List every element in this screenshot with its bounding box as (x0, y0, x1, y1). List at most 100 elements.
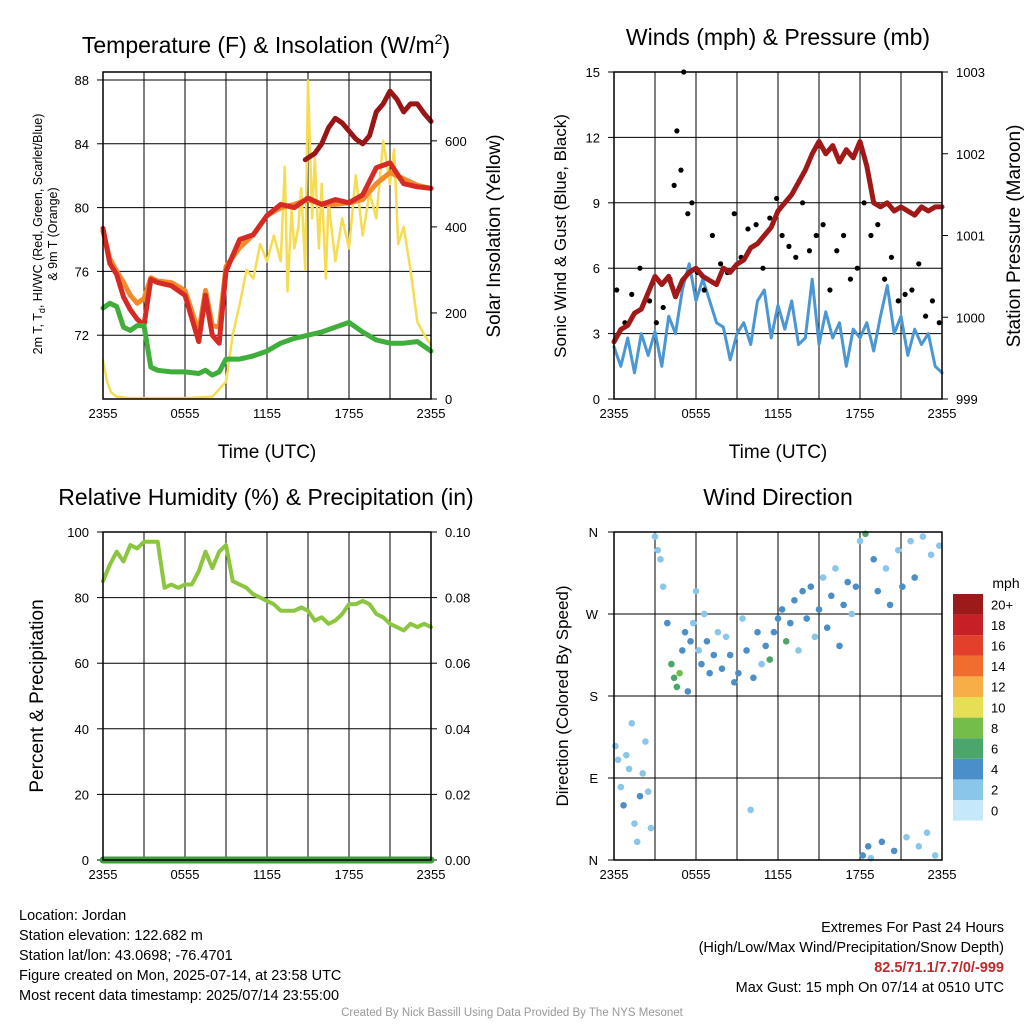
x-tick-label: 1755 (335, 867, 364, 882)
gust-point (701, 287, 707, 293)
y2-tick-label: 600 (445, 134, 467, 149)
gust-point (678, 167, 684, 173)
direction-point (774, 615, 782, 622)
x-tick-label: 2355 (417, 406, 446, 421)
direction-point (633, 838, 641, 846)
y-tick-label: 15 (586, 65, 600, 80)
plot-area-1: 2355 0555 1155 1755 2355 72 76 80 84 88 0 200 400 600 (75, 71, 467, 421)
direction-point (687, 638, 694, 645)
gust-point (760, 265, 766, 271)
winds-panel: Winds (mph) & Pressure (mb) Sonic Wind &… (551, 24, 1024, 463)
direction-point (758, 660, 765, 668)
y-tick-label: S (589, 689, 598, 704)
direction-point (770, 628, 778, 636)
direction-point (698, 660, 705, 668)
direction-point (684, 688, 692, 695)
direction-point (703, 638, 711, 645)
plot-frame (102, 531, 432, 861)
colorbar-label: 6 (991, 742, 998, 757)
gust-point (718, 261, 724, 267)
plot-frame (613, 531, 943, 861)
gust-point (774, 195, 780, 202)
x-tick-label: 1155 (253, 867, 281, 882)
colorbar-label: 12 (991, 680, 1005, 695)
y2-tick-label: 400 (445, 220, 467, 235)
x-tick-label: 2355 (600, 406, 629, 421)
y2-tick-label: 200 (445, 306, 467, 321)
direction-point (739, 615, 746, 622)
x-tick-label: 1755 (335, 406, 364, 421)
direction-point (700, 610, 708, 618)
direction-point (710, 651, 718, 659)
y-tick-label: 20 (75, 787, 89, 802)
direction-point (795, 647, 802, 654)
direction-point (676, 669, 683, 677)
plot-area-3: 2355 0555 1155 1755 23550204060801000.000.02… (67, 525, 470, 882)
direction-point (617, 783, 625, 791)
direction-point (828, 592, 835, 600)
direction-point (614, 756, 622, 764)
location-text: Location: Jordan (19, 908, 127, 924)
gust-point (671, 182, 677, 188)
gust-point (767, 215, 773, 221)
direction-point (874, 587, 882, 595)
colorbar-label: 18 (991, 618, 1005, 633)
direction-point (899, 583, 906, 590)
direction-point (689, 619, 697, 627)
y-tick-label: N (589, 525, 598, 540)
direction-point (903, 833, 910, 841)
colorbar-swatch (953, 758, 983, 780)
direction-point (706, 669, 713, 677)
temperature-line (100, 160, 434, 346)
created-text: Figure created on Mon, 2025-07-14, at 23… (19, 968, 342, 984)
direction-point (670, 674, 678, 682)
gust-point (685, 211, 691, 217)
direction-point (907, 537, 914, 545)
direction-point (628, 720, 636, 727)
extremes-title: Extremes For Past 24 Hours (821, 920, 1004, 936)
direction-point (631, 820, 638, 827)
y-tick-label: 72 (75, 328, 89, 343)
latlon-text: Station lat/lon: 43.0698; -76.4701 (19, 948, 233, 964)
gust-point (861, 200, 867, 206)
direction-point (747, 806, 754, 814)
gust-point (847, 276, 854, 282)
gust-point (786, 243, 792, 249)
gust-point (868, 232, 874, 239)
y2-tick-label: 0.02 (445, 787, 470, 802)
direction-point (679, 647, 686, 654)
gust-point (929, 298, 936, 304)
direction-point (848, 610, 856, 618)
y2-tick-label: 1000 (956, 310, 985, 325)
direction-point (612, 742, 619, 750)
colorbar-label: 10 (991, 700, 1005, 715)
direction-point (799, 587, 806, 595)
temperature-ylabel-line2: & 9m T (Orange) (46, 187, 60, 280)
direction-point (762, 642, 769, 650)
direction-point (911, 574, 918, 581)
direction-point (743, 647, 750, 654)
gust-point (745, 226, 751, 232)
direction-ylabel: Direction (Colored By Speed) (553, 585, 572, 806)
y-tick-label: 3 (593, 327, 600, 342)
direction-point (718, 665, 726, 672)
gust-point (875, 222, 881, 228)
direction-point (856, 537, 864, 545)
direction-point (730, 679, 738, 686)
gust-point (793, 254, 799, 260)
x-tick-label: 0555 (682, 406, 711, 421)
direction-point (864, 843, 872, 850)
colorbar-swatch (953, 738, 983, 759)
colorbar-label: 4 (991, 762, 998, 777)
x-tick-label: 1155 (764, 406, 792, 421)
colorbar-label: 8 (991, 721, 998, 736)
colorbar-swatch (953, 717, 983, 739)
y2-tick-label: 0.06 (445, 656, 470, 671)
y-tick-label: 9 (593, 196, 600, 211)
gust-point (895, 298, 901, 304)
plot-frame (613, 71, 943, 400)
x-tick-label: 2355 (89, 406, 118, 421)
direction-point (840, 601, 847, 609)
y-tick-label: N (589, 853, 598, 868)
